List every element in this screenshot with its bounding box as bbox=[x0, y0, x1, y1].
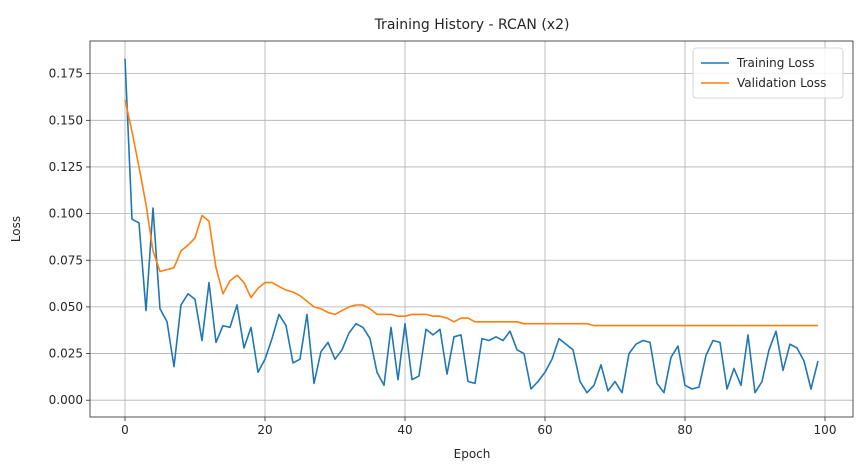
series-group bbox=[124, 58, 819, 394]
series-line-training-loss bbox=[124, 58, 819, 394]
y-tick-label: 0.025 bbox=[49, 347, 83, 361]
y-tick-label: 0.000 bbox=[49, 393, 83, 407]
chart-title: Training History - RCAN (x2) bbox=[374, 17, 570, 33]
y-tick-label: 0.100 bbox=[49, 207, 83, 221]
y-tick-label: 0.175 bbox=[49, 67, 83, 81]
x-tick-label: 20 bbox=[257, 423, 272, 437]
plot-frame bbox=[89, 40, 854, 418]
legend-label-validation-loss: Validation Loss bbox=[737, 76, 826, 90]
x-tick-label: 40 bbox=[397, 423, 412, 437]
x-tick-label: 0 bbox=[121, 423, 129, 437]
grid bbox=[90, 41, 853, 417]
x-tick-label: 100 bbox=[814, 423, 837, 437]
legend: Training Loss Validation Loss bbox=[692, 47, 844, 99]
legend-label-training-loss: Training Loss bbox=[736, 56, 814, 70]
legend-box bbox=[692, 47, 844, 99]
ticks: 0 20 40 60 80 100 0.000 0.025 0.050 0.075 0.100 0.1… bbox=[49, 67, 837, 437]
y-tick-label: 0.050 bbox=[49, 300, 83, 314]
y-axis-label: Loss bbox=[9, 216, 23, 242]
y-tick-label: 0.125 bbox=[49, 160, 83, 174]
x-tick-label: 60 bbox=[537, 423, 552, 437]
y-tick-label: 0.150 bbox=[49, 113, 83, 127]
x-tick-label: 80 bbox=[677, 423, 692, 437]
series-line-validation-loss bbox=[124, 99, 818, 327]
x-axis-label: Epoch bbox=[454, 447, 491, 461]
y-tick-label: 0.075 bbox=[49, 253, 83, 267]
